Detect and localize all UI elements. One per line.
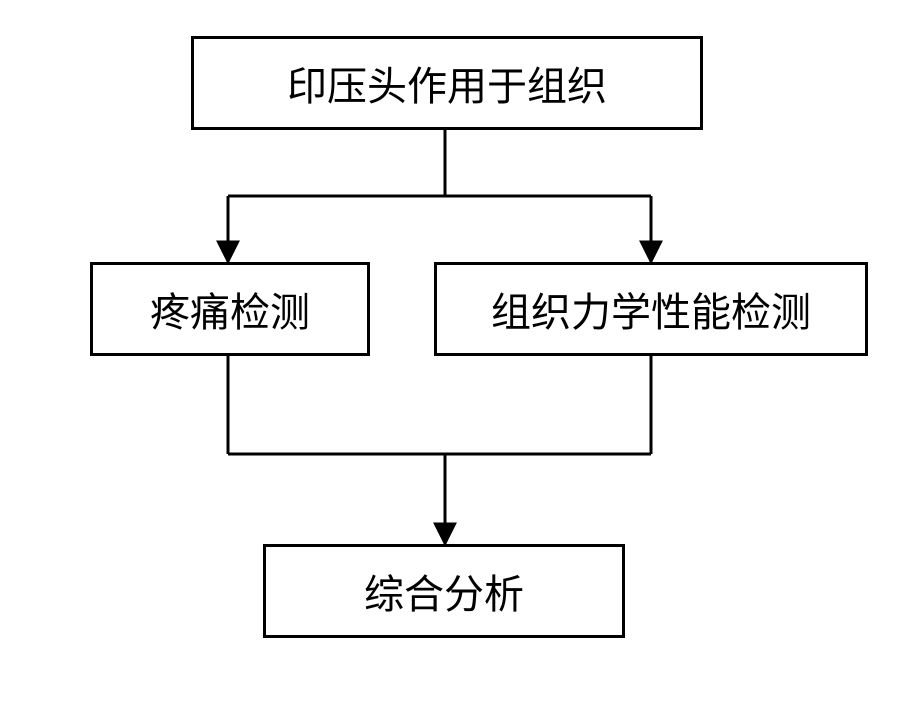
flowchart-canvas: 印压头作用于组织 疼痛检测 组织力学性能检测 综合分析 [0,0,907,710]
node-top: 印压头作用于组织 [191,36,703,130]
node-label: 疼痛检测 [150,280,310,338]
node-right: 组织力学性能检测 [434,262,868,356]
node-bottom: 综合分析 [263,544,625,638]
node-label: 印压头作用于组织 [287,54,607,112]
node-label: 组织力学性能检测 [491,280,811,338]
node-label: 综合分析 [364,562,524,620]
node-left: 疼痛检测 [90,262,370,356]
